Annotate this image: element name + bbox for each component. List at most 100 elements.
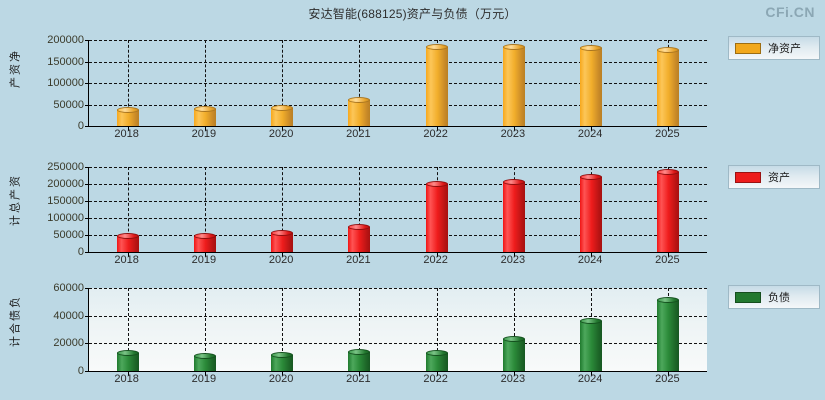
bar-net-assets-2025[interactable] — [657, 46, 680, 126]
x-axis-tick — [204, 252, 206, 257]
bar-cap — [348, 223, 371, 230]
bar-body — [425, 353, 448, 371]
x-axis-tick — [204, 126, 206, 131]
x-axis-tick — [513, 126, 515, 131]
bar-net-assets-2020[interactable] — [271, 104, 294, 126]
y-axis-tick — [85, 40, 89, 41]
y-axis-tick — [85, 126, 89, 127]
x-axis-tick-label: 2018 — [114, 254, 139, 266]
x-axis-tick — [436, 371, 438, 376]
bar-body — [271, 232, 294, 252]
bar-total-liabilities-2019[interactable] — [193, 353, 216, 371]
bar-body — [657, 300, 680, 371]
bar-body — [657, 171, 680, 252]
bar-body — [502, 181, 525, 252]
bar-total-assets-2025[interactable] — [657, 168, 680, 252]
x-axis-tick — [204, 371, 206, 376]
x-axis-tick-label: 2019 — [191, 254, 217, 266]
gridline-vertical — [127, 40, 129, 126]
x-axis-tick-label: 2020 — [268, 373, 294, 385]
bar-body — [657, 49, 680, 126]
bar-total-assets-2024[interactable] — [580, 174, 603, 252]
gridline-horizontal — [89, 315, 707, 317]
legend-total-liabilities[interactable]: 负债 — [728, 285, 820, 309]
x-axis-tick — [282, 252, 284, 257]
legend-swatch-icon — [735, 42, 761, 54]
bar-net-assets-2024[interactable] — [580, 45, 603, 126]
bar-total-liabilities-2018[interactable] — [116, 349, 139, 371]
legend-net-assets[interactable]: 净资产 — [728, 36, 820, 60]
y-axis-tick — [85, 343, 89, 345]
bar-total-assets-2018[interactable] — [116, 232, 139, 252]
x-axis-tick-label: 2023 — [500, 128, 526, 140]
gridline-vertical — [204, 288, 206, 371]
bar-total-liabilities-2022[interactable] — [425, 350, 448, 371]
page-title: 安达智能(688125)资产与负债（万元） — [308, 7, 517, 21]
bar-total-liabilities-2020[interactable] — [271, 352, 294, 371]
bar-body — [580, 177, 603, 252]
bar-body — [271, 355, 294, 371]
y-axis-tick — [85, 83, 89, 84]
bar-body — [580, 48, 603, 126]
gridline-vertical — [282, 40, 284, 126]
gridline-horizontal — [89, 201, 707, 202]
bar-net-assets-2023[interactable] — [502, 44, 525, 126]
gridline-horizontal — [89, 288, 707, 289]
gridline-horizontal — [89, 104, 707, 106]
x-axis-tick-label: 2022 — [423, 254, 448, 266]
bar-total-assets-2023[interactable] — [502, 178, 525, 252]
y-axis-tick — [85, 288, 89, 289]
bar-net-assets-2019[interactable] — [193, 105, 216, 126]
bar-cap — [425, 44, 448, 51]
x-axis-tick-label: 2023 — [500, 254, 526, 266]
x-axis-tick-label: 2023 — [500, 373, 526, 385]
bar-net-assets-2021[interactable] — [348, 96, 371, 126]
y-axis-tick-label: 60000 — [53, 282, 84, 294]
y-axis-tick-label: 100000 — [47, 212, 84, 224]
x-axis-tick-label: 2022 — [423, 128, 448, 140]
bar-cap — [502, 335, 525, 342]
gridline-vertical — [127, 288, 129, 371]
x-axis-tick — [668, 252, 670, 257]
bar-cap — [425, 181, 448, 188]
x-axis-tick — [513, 252, 515, 257]
bar-total-liabilities-2025[interactable] — [657, 297, 680, 371]
bar-total-assets-2022[interactable] — [425, 181, 448, 252]
bar-net-assets-2022[interactable] — [425, 44, 448, 126]
bar-total-assets-2021[interactable] — [348, 223, 371, 252]
bar-total-liabilities-2023[interactable] — [502, 335, 525, 371]
x-axis-tick-label: 2019 — [191, 373, 217, 385]
x-axis-tick-label: 2025 — [655, 128, 680, 140]
bar-total-assets-2019[interactable] — [193, 232, 216, 252]
x-axis-tick-label: 2021 — [346, 254, 371, 266]
y-axis-tick — [85, 235, 89, 236]
x-axis-tick-label: 2021 — [346, 373, 371, 385]
bar-body — [193, 235, 216, 252]
x-axis-tick-label: 2021 — [346, 128, 371, 140]
bar-body — [425, 184, 448, 252]
legend-total-assets[interactable]: 资产 — [728, 165, 820, 189]
bar-body — [580, 320, 603, 371]
x-axis-tick — [668, 371, 670, 376]
gridline-horizontal — [89, 184, 707, 185]
bar-body — [348, 226, 371, 252]
x-axis-tick-label: 2018 — [114, 128, 139, 140]
gridline-horizontal — [89, 218, 707, 219]
y-axis-tick — [85, 104, 89, 106]
x-axis-tick-label: 2019 — [191, 128, 217, 140]
x-axis-tick — [359, 371, 361, 376]
bar-body — [271, 107, 294, 126]
y-axis-labels: 0 50000 100000 150000 200000 — [22, 34, 84, 132]
bar-body — [502, 47, 525, 126]
gridline-vertical — [282, 167, 284, 252]
bar-total-liabilities-2024[interactable] — [580, 317, 603, 371]
bar-body — [193, 108, 216, 126]
bar-body — [116, 235, 139, 252]
bar-net-assets-2018[interactable] — [116, 106, 139, 126]
bar-total-assets-2020[interactable] — [271, 229, 294, 252]
y-axis-labels: 0 20000 40000 60000 — [22, 282, 84, 377]
bar-body — [425, 47, 448, 126]
bar-total-liabilities-2021[interactable] — [348, 348, 371, 371]
gridline-horizontal — [89, 61, 707, 63]
